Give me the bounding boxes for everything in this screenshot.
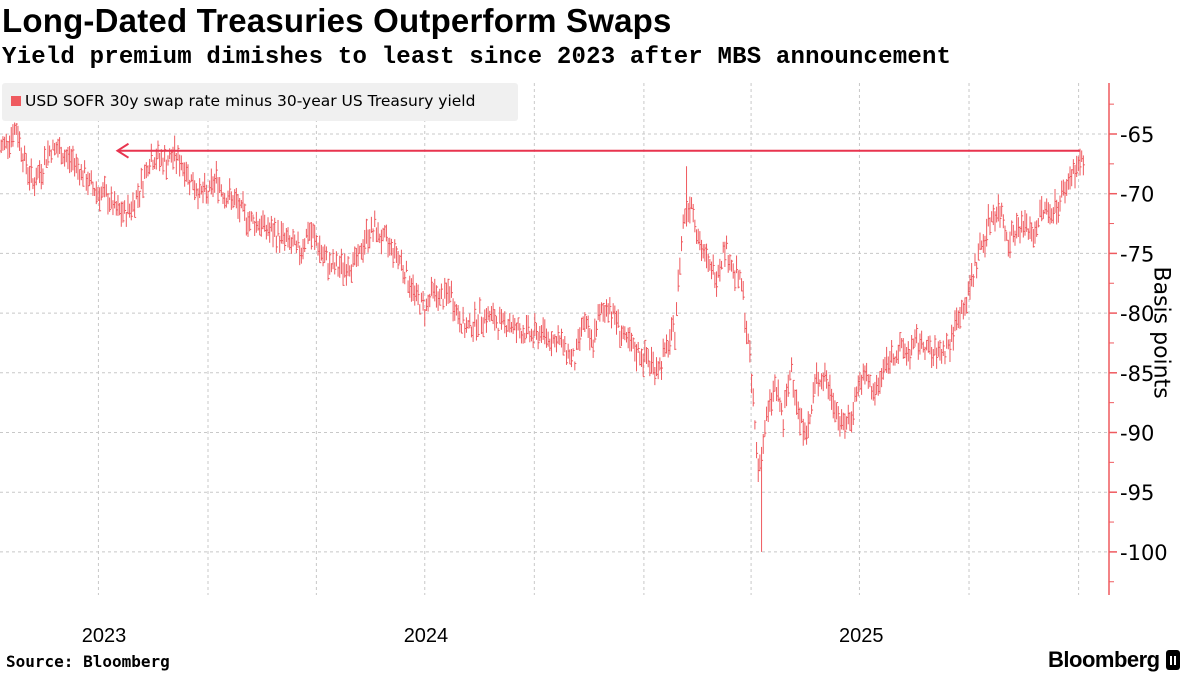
y-tick-label: -100 xyxy=(1120,541,1168,565)
legend-swatch xyxy=(11,96,21,106)
bloomberg-logo: Bloomberg xyxy=(1048,647,1180,673)
x-tick-label: 2025 xyxy=(839,625,884,647)
y-axis: -65 -70 -75 -80 -85 -90 -95 -100 xyxy=(1108,83,1168,595)
legend-label: USD SOFR 30y swap rate minus 30-year US … xyxy=(25,92,476,110)
y-axis-label: Basis points xyxy=(1148,266,1174,399)
x-tick-label: 2023 xyxy=(82,625,127,647)
series-bars xyxy=(0,122,1085,552)
logo-text: Bloomberg xyxy=(1048,647,1160,672)
chart-title: Long-Dated Treasuries Outperform Swaps xyxy=(2,2,672,39)
y-tick-label: -70 xyxy=(1120,183,1154,207)
y-tick-label: -65 xyxy=(1120,123,1154,147)
y-tick-label: -90 xyxy=(1120,422,1154,446)
y-tick-label: -95 xyxy=(1120,481,1154,505)
y-tick-label: -75 xyxy=(1120,242,1154,266)
y-tick-label: -80 xyxy=(1120,302,1154,326)
arrow-head-icon xyxy=(115,142,130,159)
bloomberg-chart-icon xyxy=(1165,650,1180,670)
source-note: Source: Bloomberg xyxy=(6,652,170,671)
x-tick-label: 2024 xyxy=(404,625,449,647)
y-tick-label: -85 xyxy=(1120,362,1154,386)
x-axis: 2023 2024 2025 xyxy=(82,625,884,647)
chart-subtitle: Yield premium dimishes to least since 20… xyxy=(2,44,952,71)
annotation-arrow xyxy=(115,142,1080,159)
legend: USD SOFR 30y swap rate minus 30-year US … xyxy=(2,83,518,121)
